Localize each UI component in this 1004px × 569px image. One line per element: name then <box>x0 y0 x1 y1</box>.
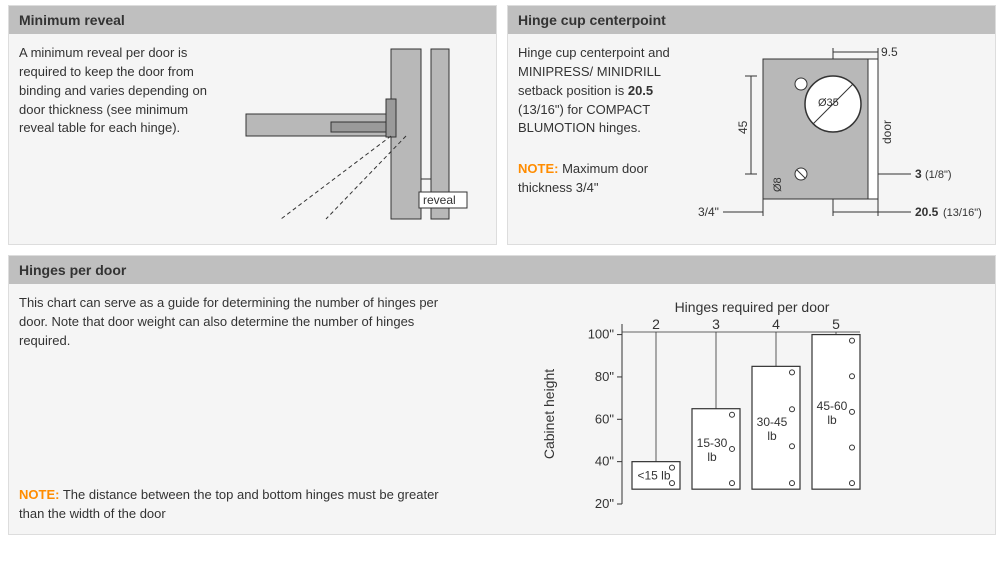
svg-text:reveal: reveal <box>423 193 456 207</box>
svg-text:lb: lb <box>767 429 777 443</box>
svg-text:(1/8"): (1/8") <box>925 169 952 181</box>
hinges-chart: Hinges required per door Cabinet height 20… <box>459 294 985 524</box>
svg-text:60": 60" <box>595 411 614 426</box>
svg-text:45: 45 <box>736 120 750 134</box>
svg-text:45-60: 45-60 <box>817 399 848 413</box>
svg-text:door: door <box>880 120 894 144</box>
svg-text:100": 100" <box>588 327 615 342</box>
svg-text:Hinges required per door: Hinges required per door <box>675 299 830 315</box>
svg-text:15-30: 15-30 <box>697 436 728 450</box>
svg-text:lb: lb <box>707 450 717 464</box>
hinge-cup-panel: Hinge cup centerpoint Hinge cup centerpo… <box>507 5 996 245</box>
note-label: NOTE: <box>19 487 59 502</box>
panel-text: Hinge cup centerpoint and MINIPRESS/ MIN… <box>518 44 678 234</box>
svg-text:(13/16"): (13/16") <box>943 207 982 219</box>
panel-title: Hinges per door <box>9 256 995 284</box>
svg-text:5: 5 <box>832 316 840 332</box>
svg-text:9.5: 9.5 <box>881 45 898 59</box>
panel-title: Hinge cup centerpoint <box>508 6 995 34</box>
panel-text: A minimum reveal per door is required to… <box>19 44 214 224</box>
svg-text:Ø8: Ø8 <box>772 177 784 192</box>
svg-text:20": 20" <box>595 496 614 511</box>
svg-text:Ø35: Ø35 <box>818 97 839 109</box>
svg-text:3: 3 <box>712 316 720 332</box>
svg-text:3/4": 3/4" <box>698 205 719 219</box>
svg-text:4: 4 <box>772 316 780 332</box>
svg-text:<15 lb: <15 lb <box>637 468 670 482</box>
panel-title: Minimum reveal <box>9 6 496 34</box>
svg-text:30-45: 30-45 <box>757 415 788 429</box>
svg-text:80": 80" <box>595 369 614 384</box>
minimum-reveal-panel: Minimum reveal A minimum reveal per door… <box>8 5 497 245</box>
panel-text: This chart can serve as a guide for dete… <box>19 294 439 524</box>
centerpoint-diagram: Ø35 Ø8 45 9.5 door 3 (1/8") 20.5 (13/16") 3/4" <box>690 44 985 234</box>
hinges-per-door-panel: Hinges per door This chart can serve as … <box>8 255 996 535</box>
reveal-diagram: reveal <box>226 44 486 224</box>
svg-text:2: 2 <box>652 316 660 332</box>
svg-text:lb: lb <box>827 413 837 427</box>
svg-text:20.5: 20.5 <box>915 205 939 219</box>
note-label: NOTE: <box>518 161 558 176</box>
svg-text:3: 3 <box>915 167 922 181</box>
svg-text:Cabinet height: Cabinet height <box>541 369 557 459</box>
svg-text:40": 40" <box>595 454 614 469</box>
